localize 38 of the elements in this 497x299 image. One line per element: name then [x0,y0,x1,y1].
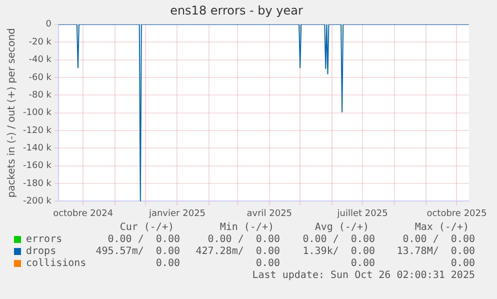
text: Last update: Sun Oct 26 02:00:31 2025 [252,270,475,281]
y-tick-label: 0 [46,20,52,30]
y-axis-title: packets in (-) / out (+) per second [6,28,18,198]
text: 0.00 [450,258,475,269]
y-tick-label: -180 k [23,178,52,189]
text: 427.28m/ 0.00 [196,246,280,257]
text: 1.39k/ 0.00 [302,246,375,257]
y-tick-label: -120 k [23,126,52,136]
y-tick-label: -80 k [28,90,52,100]
y-tick-label: -200 k [23,196,52,207]
text: 495.57m/ 0.00 [96,246,180,257]
y-tick-label: -60 k [28,72,52,83]
text: 0.00 / 0.00 [108,234,180,245]
text: 0.00 [350,258,375,269]
x-tick-label: octobre 2025 [426,208,487,219]
y-tick-label: -140 k [23,144,52,154]
x-tick-label: octobre 2024 [53,208,114,219]
y-tick-label: -160 k [23,161,52,172]
text: Max (-/+) [414,222,469,233]
text: Cur (-/+) [120,222,174,233]
legend-label: errors [26,234,62,245]
chart-title: ens18 errors - by year [170,3,304,18]
text: 13.78M/ 0.00 [396,246,475,257]
text: 0.00 [156,258,180,269]
y-tick-label: -20 k [28,37,52,48]
x-tick-label: janvier 2025 [148,208,206,219]
text: 0.00 / 0.00 [302,234,375,245]
x-tick-label: juillet 2025 [336,208,388,219]
text: Min (-/+) [220,222,274,233]
legend-label: drops [26,246,56,257]
legend-label: collisions [26,258,86,269]
text: 0.00 [256,258,280,269]
y-tick-label: -40 k [28,55,52,66]
y-tick-label: -100 k [23,108,52,118]
text: 0.00 / 0.00 [402,234,475,245]
text: 0.00 / 0.00 [208,234,280,245]
x-tick-label: avril 2025 [246,208,292,219]
text: Avg (-/+) [314,222,369,233]
